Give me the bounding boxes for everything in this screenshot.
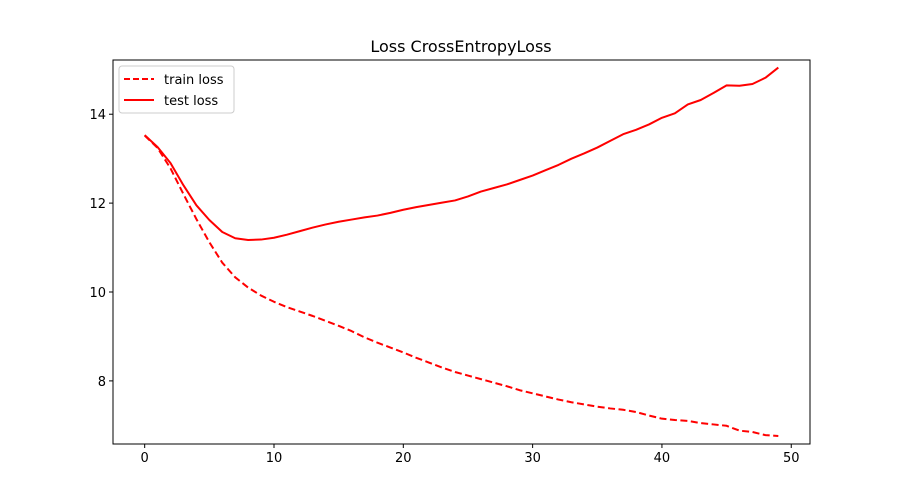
legend: train loss test loss	[118, 65, 235, 114]
x-tick-label-3: 30	[524, 451, 541, 466]
x-tick-label-1: 10	[266, 451, 283, 466]
y-tick-label-0: 8	[98, 375, 106, 390]
y-tick-label-1: 10	[89, 286, 106, 301]
legend-box	[118, 65, 235, 114]
y-tick-label-3: 14	[89, 108, 106, 123]
chart-title: Loss CrossEntropyLoss	[370, 37, 551, 56]
series-line-test-loss	[143, 66, 779, 241]
series-line-train-loss	[143, 134, 779, 437]
legend-train-label: train loss	[164, 73, 224, 88]
x-tick-label-2: 20	[395, 451, 412, 466]
y-tick-label-2: 12	[89, 197, 106, 212]
legend-test-label: test loss	[164, 94, 218, 109]
x-tick-label-4: 40	[654, 451, 671, 466]
x-tick-label-5: 50	[783, 451, 800, 466]
x-tick-label-0: 0	[141, 451, 149, 466]
plot-frame	[112, 59, 811, 445]
